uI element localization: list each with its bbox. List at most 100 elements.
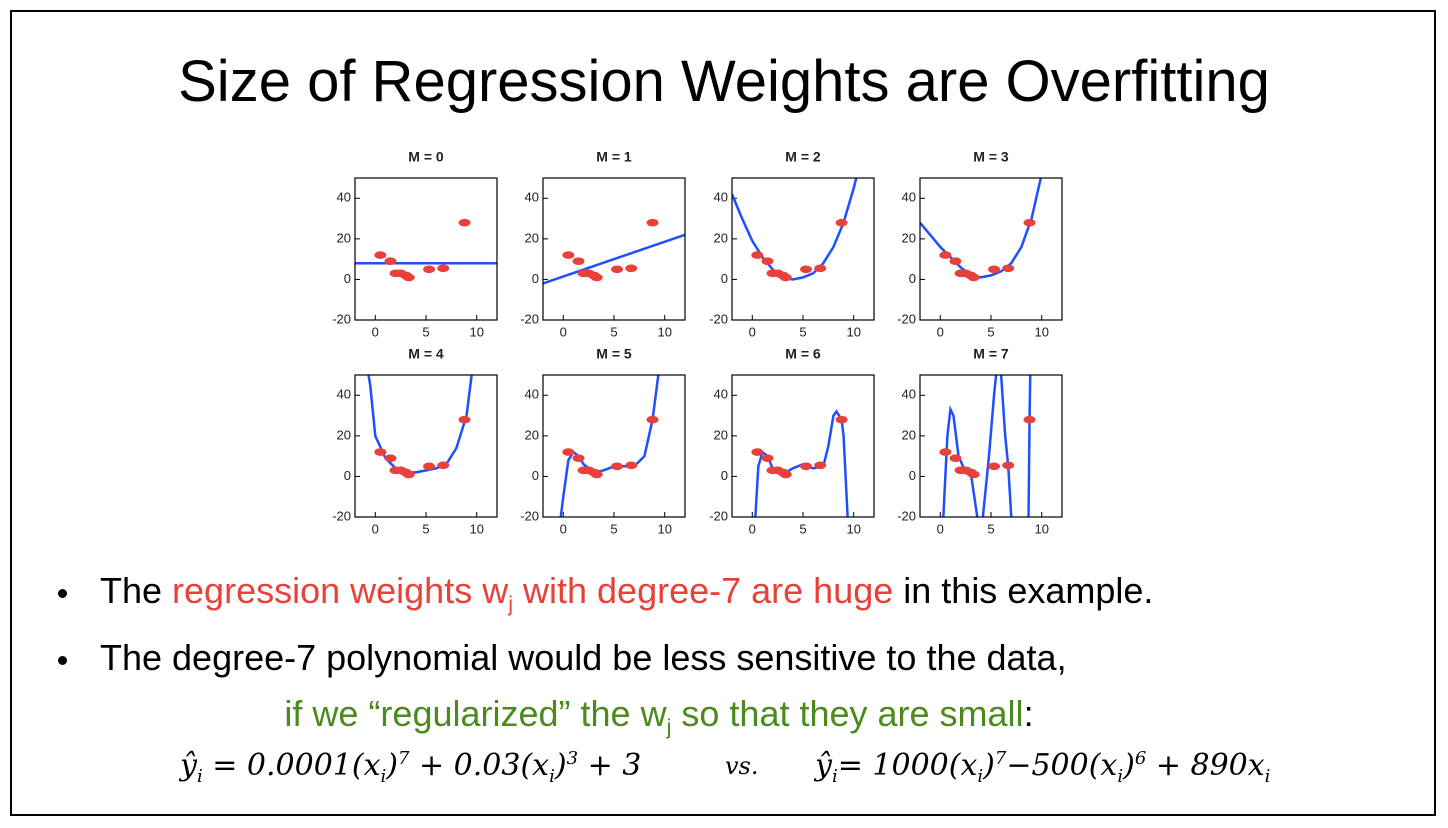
data-point: [572, 257, 585, 265]
text-run: = 1000(x: [837, 748, 978, 783]
plot-frame: [731, 177, 875, 321]
text-run: + 890x: [1146, 748, 1265, 783]
x-tick-label: 5: [987, 521, 994, 536]
x-tick-label: 10: [469, 324, 483, 339]
x-tick-label: 0: [937, 324, 944, 339]
chart-title: M = 4: [408, 346, 444, 362]
text-run: with degree-7 are huge: [513, 570, 894, 611]
text-run: i: [1117, 766, 1124, 787]
text-run: = 0.0001(x: [202, 748, 381, 783]
chart-title: M = 5: [596, 346, 632, 362]
text-run: ): [386, 748, 399, 783]
fit-curve: [732, 178, 858, 281]
data-point: [402, 273, 415, 282]
x-tick-label: 0: [372, 324, 379, 339]
chart: M = 2 -20 0 20 40 0 5 10: [709, 149, 875, 339]
plot-frame: [731, 374, 875, 518]
y-tick-label: 40: [714, 387, 728, 402]
x-tick-label: 5: [987, 324, 994, 339]
text-run: 3: [566, 748, 579, 769]
data-point: [988, 462, 1001, 471]
text-run: i: [549, 766, 555, 787]
plot-frame: [354, 177, 498, 321]
data-point: [967, 273, 980, 282]
y-tick-label: 40: [714, 190, 728, 205]
text-run: i: [196, 766, 203, 787]
fit-curve: [920, 178, 1043, 279]
text-run: j: [666, 714, 672, 740]
formula: ŷi = 0.0001(xi)7 + 0.03(xi)3 + 3: [180, 748, 641, 787]
data-point: [967, 470, 980, 479]
data-point: [384, 257, 397, 265]
x-tick-label: 5: [610, 521, 617, 536]
data-point: [458, 218, 471, 227]
bullet-dot: [58, 656, 67, 665]
data-point: [625, 264, 638, 273]
data-point: [646, 218, 659, 227]
bullet-text: The regression weights wj with degree-7 …: [100, 570, 1153, 617]
text-run: j: [508, 591, 514, 617]
text-run: −500(x: [1006, 748, 1118, 783]
data-point: [761, 454, 774, 462]
x-tick-label: 0: [749, 521, 756, 536]
data-point: [779, 273, 792, 282]
data-point: [779, 470, 792, 479]
slide-frame: [10, 10, 1436, 816]
data-point: [562, 448, 575, 456]
y-tick-label: 40: [337, 190, 351, 205]
text-run: ): [983, 748, 995, 783]
fit-curve: [543, 233, 685, 285]
x-tick-label: 0: [372, 521, 379, 536]
plot-frame: [542, 374, 686, 518]
data-point: [800, 462, 813, 471]
text-run: ŷ: [180, 748, 197, 783]
x-tick-label: 5: [799, 521, 806, 536]
chart: M = 4 -20 0 20 40 0 5 10: [332, 346, 498, 536]
x-tick-label: 0: [937, 521, 944, 536]
data-point: [1023, 415, 1036, 424]
text-run: i: [380, 766, 387, 787]
y-tick-label: 40: [525, 190, 539, 205]
y-tick-label: 20: [714, 230, 728, 245]
text-run: ): [1123, 748, 1135, 783]
data-point: [1023, 218, 1036, 227]
text-run: 7: [994, 748, 1007, 769]
text-run: + 0.03(x: [409, 748, 550, 783]
data-point: [562, 251, 575, 259]
data-point: [751, 251, 764, 259]
data-point: [611, 462, 624, 471]
text-run: The degree-7 polynomial would be less se…: [100, 637, 1067, 678]
y-tick-label: 40: [525, 387, 539, 402]
chart: M = 5 -20 0 20 40 0 5 10: [520, 346, 686, 536]
plot-frame: [919, 374, 1063, 518]
y-tick-label: 20: [902, 427, 916, 442]
x-tick-label: 10: [469, 521, 483, 536]
text-run: The: [100, 570, 173, 611]
y-tick-label: 0: [721, 468, 728, 483]
chart-title: M = 2: [785, 149, 821, 165]
x-tick-label: 0: [560, 324, 567, 339]
chart: M = 7 -20 0 20 40 0 5 10: [897, 346, 1063, 536]
slide-title: Size of Regression Weights are Overfitti…: [178, 49, 1270, 114]
y-tick-label: -20: [520, 508, 539, 523]
data-point: [814, 264, 827, 273]
data-point: [625, 461, 638, 470]
data-point: [949, 257, 962, 265]
text-run: so that they are small: [671, 693, 1024, 734]
y-tick-label: 0: [532, 468, 539, 483]
data-point: [572, 454, 585, 462]
chart: M = 1 -20 0 20 40 0 5 10: [520, 149, 686, 339]
y-tick-label: 0: [532, 271, 539, 286]
y-tick-label: -20: [897, 311, 916, 326]
data-point: [949, 454, 962, 462]
text-run: if we “regularized” the w: [284, 693, 667, 734]
data-point: [458, 415, 471, 424]
y-tick-label: -20: [332, 508, 351, 523]
data-point: [590, 470, 603, 479]
data-point: [437, 264, 450, 273]
data-point: [751, 448, 764, 456]
data-point: [374, 448, 387, 456]
data-point: [939, 251, 952, 259]
data-point: [761, 257, 774, 265]
